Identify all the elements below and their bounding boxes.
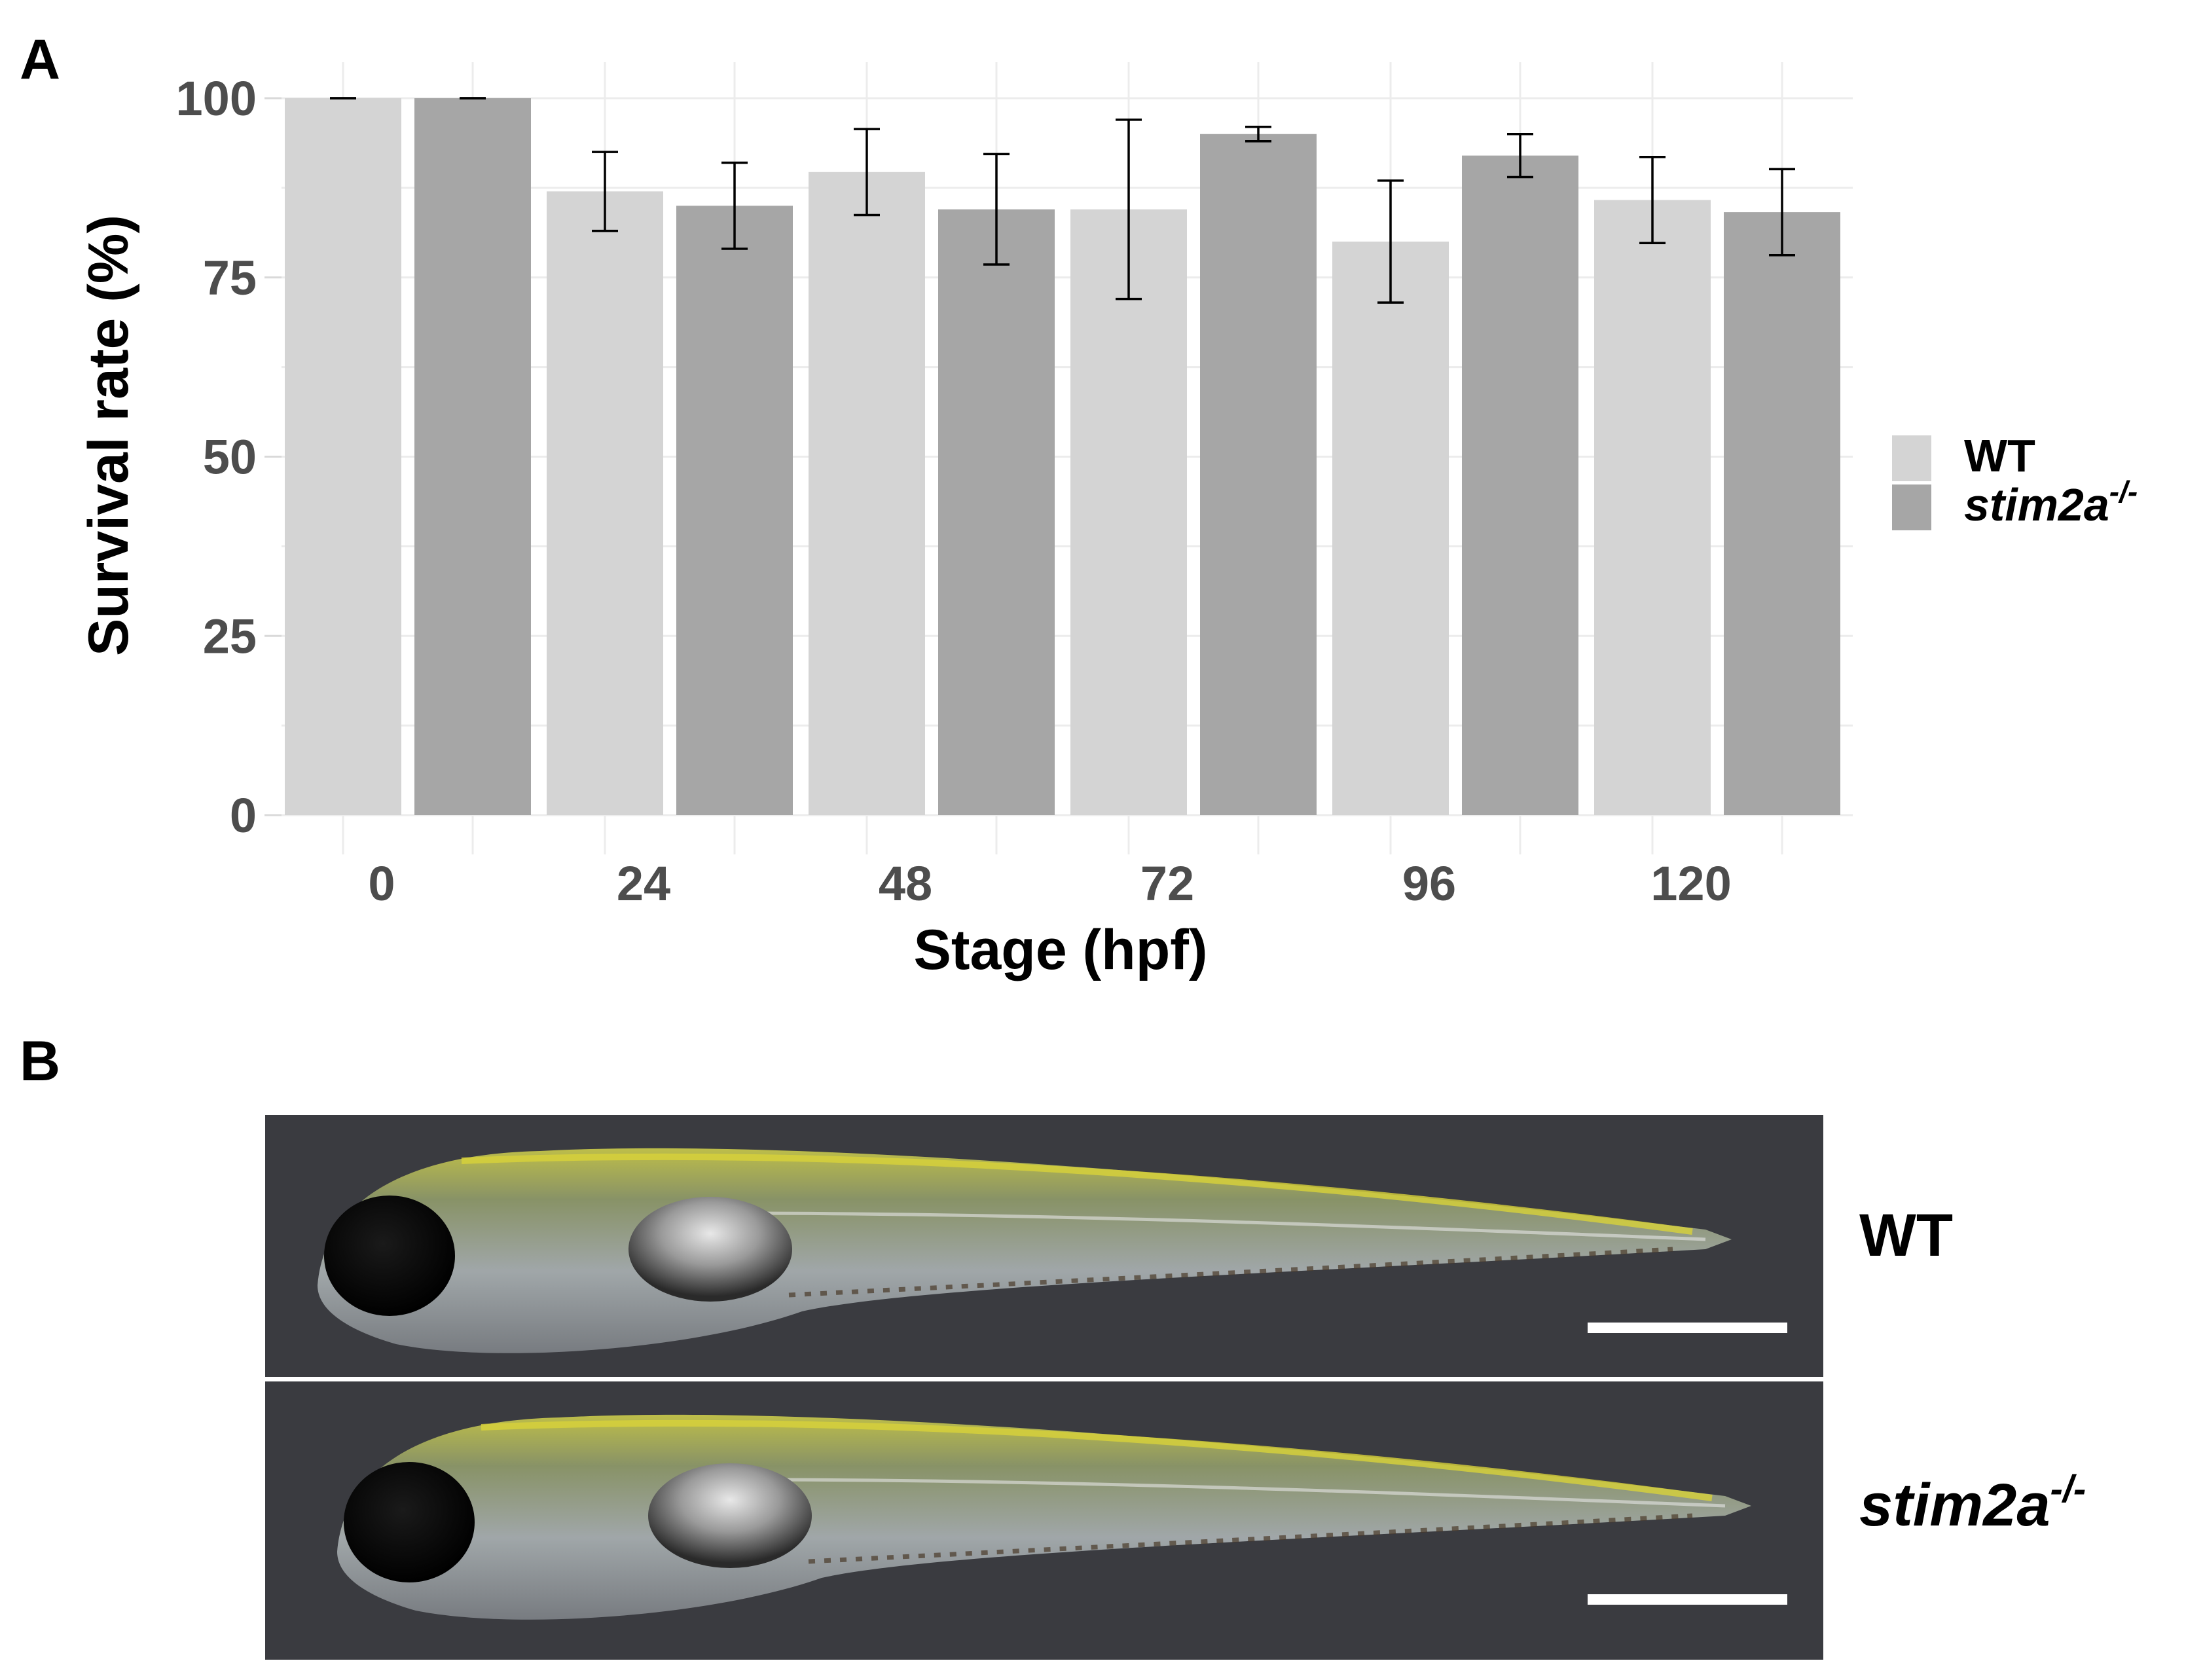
bar-stim2a-24 (676, 206, 793, 815)
legend-superscript: -/- (2109, 475, 2138, 509)
photo-separator (265, 1377, 1823, 1381)
y-axis-ticks: 0 25 50 75 100 (176, 71, 282, 843)
bar-wt-48 (809, 172, 925, 815)
scale-bar (1588, 1323, 1787, 1333)
y-axis-label: Survival rate (%) (77, 215, 140, 656)
y-tick-label: 25 (203, 609, 257, 663)
bar-wt-96 (1332, 242, 1449, 815)
legend-label: stim2a-/- (1964, 475, 2138, 530)
bar-wt-72 (1070, 209, 1187, 816)
swim-bladder (648, 1463, 812, 1568)
bar-wt-0 (285, 98, 401, 815)
larva-body (318, 1148, 1732, 1353)
x-tick-label: 120 (1650, 856, 1731, 911)
notochord (742, 1478, 1726, 1508)
bar-stim2a-0 (414, 98, 531, 815)
x-tick-label: 24 (617, 856, 670, 911)
bar-wt-120 (1594, 200, 1711, 815)
x-tick-label: 0 (368, 856, 395, 911)
x-axis-ticks: 0 24 48 72 96 120 (368, 856, 1731, 911)
ventral-pigment (788, 1247, 1673, 1298)
swim-bladder (628, 1197, 792, 1302)
legend-swatch (1892, 484, 1931, 530)
larva-photo-wt: WT (265, 1115, 1953, 1377)
panel-a-label: A (20, 28, 60, 91)
larva-photos: WT stim2a-/- (265, 1115, 2086, 1660)
larva-body (337, 1414, 1751, 1620)
bar-wt-24 (547, 191, 663, 816)
larva-eye (344, 1462, 475, 1582)
dorsal-pigment (481, 1419, 1713, 1501)
y-tick-label: 0 (230, 788, 257, 843)
panel-b-label: B (20, 1030, 60, 1093)
y-tick-label: 50 (203, 430, 257, 484)
bar-stim2a-48 (938, 209, 1055, 816)
x-tick-label: 96 (1402, 856, 1456, 911)
photo-label-superscript: -/- (2050, 1468, 2086, 1510)
ventral-pigment (808, 1513, 1693, 1564)
bar-stim2a-72 (1200, 134, 1317, 815)
photo-label: stim2a-/- (1859, 1468, 2086, 1539)
bar-stim2a-120 (1724, 212, 1840, 816)
x-axis-label: Stage (hpf) (913, 919, 1207, 981)
notochord (723, 1211, 1706, 1241)
photo-label: WT (1859, 1202, 1953, 1269)
legend-swatch (1892, 435, 1931, 481)
legend-label: WT (1964, 430, 2035, 481)
chart-error-bars (330, 97, 1795, 304)
survival-bar-chart: 0 25 50 75 100 0 24 48 72 96 120 Survival rate (%… (77, 62, 2138, 981)
bar-stim2a-96 (1462, 155, 1578, 816)
x-tick-label: 48 (879, 856, 932, 911)
y-tick-label: 75 (203, 251, 257, 305)
y-tick-label: 100 (176, 71, 257, 126)
larva-eye (324, 1196, 455, 1316)
larva-photo-stim2a: stim2a-/- (265, 1381, 2086, 1660)
x-tick-label: 72 (1140, 856, 1194, 911)
chart-bars (285, 98, 1840, 816)
scale-bar (1588, 1594, 1787, 1605)
dorsal-pigment (461, 1153, 1693, 1235)
